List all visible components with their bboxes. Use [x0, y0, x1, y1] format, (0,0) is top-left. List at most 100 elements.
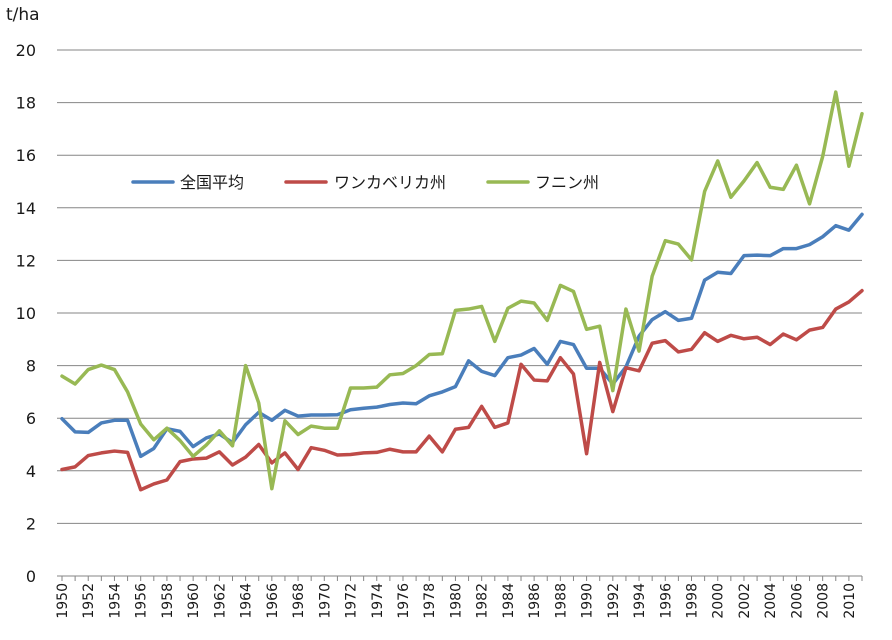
data-point: [690, 258, 693, 262]
data-point: [559, 284, 562, 287]
y-tick-label: 2: [26, 514, 36, 533]
data-point: [60, 374, 64, 378]
data-point: [572, 290, 575, 293]
data-point: [755, 253, 759, 257]
data-point: [493, 374, 496, 377]
data-point: [532, 347, 536, 350]
data-point: [768, 186, 772, 189]
data-point: [218, 450, 221, 454]
data-point: [401, 401, 405, 405]
x-tick-label: 2008: [816, 583, 832, 619]
x-tick-label: 1970: [317, 583, 333, 619]
data-point: [860, 112, 864, 115]
x-tick-label: 1974: [370, 583, 386, 619]
x-tick-label: 1990: [580, 583, 596, 619]
x-tick-label: 1978: [422, 583, 438, 619]
data-point: [139, 455, 142, 458]
x-tick-label: 2010: [842, 583, 858, 619]
data-point: [729, 334, 733, 337]
data-point: [742, 337, 746, 340]
x-tick-label: 1964: [239, 583, 255, 619]
series-lines: [60, 90, 864, 492]
series-2: [60, 288, 864, 492]
data-point: [257, 443, 260, 446]
data-point: [375, 405, 378, 409]
data-point: [362, 407, 365, 410]
data-point: [808, 328, 811, 332]
data-point: [244, 455, 247, 459]
series-3: [60, 90, 864, 491]
data-point: [87, 454, 90, 457]
y-tick-label: 4: [26, 462, 36, 481]
x-tick-label: 1958: [160, 583, 176, 619]
data-point: [152, 482, 156, 486]
x-tick-label: 1954: [107, 583, 123, 619]
data-point: [690, 317, 693, 320]
data-point: [572, 343, 575, 346]
data-point: [546, 319, 549, 322]
data-point: [270, 487, 274, 490]
data-point: [506, 421, 510, 425]
data-point: [637, 369, 641, 373]
data-point: [480, 405, 483, 408]
data-point: [519, 353, 523, 357]
data-point: [467, 426, 470, 429]
data-point: [637, 334, 641, 338]
x-tick-label: 1988: [553, 583, 569, 619]
series-line: [60, 212, 864, 459]
x-tick-label: 2000: [711, 583, 727, 619]
data-point: [60, 417, 64, 420]
data-point: [847, 165, 851, 168]
x-tick-label: 2002: [737, 583, 753, 619]
data-point: [585, 367, 588, 370]
data-point: [821, 155, 824, 158]
data-point: [401, 372, 405, 375]
y-tick-label: 8: [26, 357, 36, 376]
data-point: [205, 443, 208, 447]
data-point: [808, 243, 811, 246]
data-point: [414, 402, 418, 405]
data-point: [808, 202, 811, 206]
data-point: [742, 254, 746, 257]
data-point: [795, 163, 798, 167]
legend-label: フニン州: [535, 173, 599, 192]
x-tick-label: 1986: [527, 583, 543, 619]
data-point: [428, 434, 431, 438]
data-point: [572, 372, 575, 376]
data-point: [847, 228, 851, 232]
x-tick-label: 1984: [501, 583, 517, 619]
data-point: [73, 465, 77, 469]
data-point: [309, 413, 313, 417]
data-point: [126, 419, 129, 422]
data-point: [231, 444, 234, 448]
data-point: [296, 433, 300, 436]
x-tick-label: 1968: [291, 583, 307, 619]
data-point: [87, 368, 90, 371]
data-point: [73, 382, 77, 386]
data-point: [139, 488, 142, 491]
data-point: [257, 401, 260, 405]
series-1: [60, 212, 864, 459]
data-point: [703, 190, 706, 193]
data-point: [126, 451, 129, 454]
y-tick-label: 14: [16, 199, 36, 218]
data-point: [742, 179, 746, 183]
data-point: [205, 456, 208, 460]
x-tick-label: 1960: [186, 583, 202, 619]
x-tick-label: 1956: [134, 583, 150, 619]
data-point: [782, 188, 785, 191]
data-point: [152, 438, 156, 441]
data-point: [519, 299, 523, 303]
data-point: [834, 224, 837, 227]
data-point: [624, 307, 628, 311]
data-point: [113, 449, 116, 453]
data-point: [349, 386, 352, 390]
gridlines: [57, 49, 862, 524]
data-point: [703, 278, 706, 282]
data-point: [362, 451, 365, 455]
data-point: [532, 301, 536, 305]
x-tick-label: 1972: [344, 583, 360, 619]
data-point: [755, 161, 759, 164]
